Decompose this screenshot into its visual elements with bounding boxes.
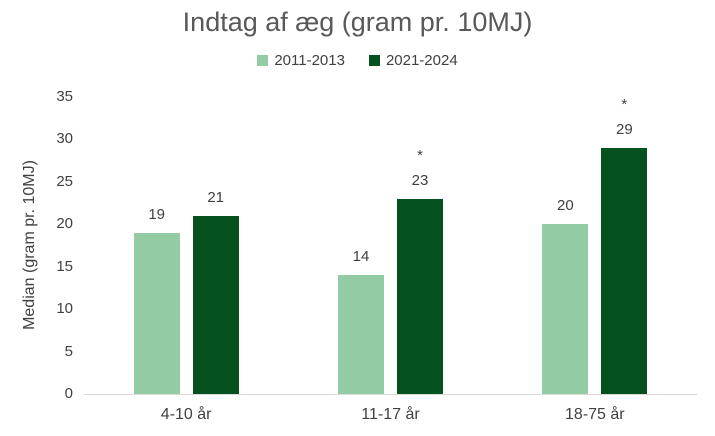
- chart-title: Indtag af æg (gram pr. 10MJ): [182, 7, 533, 37]
- bar-2011-2013-4-10-r: [133, 233, 180, 394]
- y-axis-tick-label: 15: [56, 257, 73, 275]
- legend-item-2011-2013: 2011-2013: [257, 52, 345, 69]
- legend-label: 2021-2024: [385, 52, 458, 69]
- x-axis-category-label: 18-75 år: [565, 406, 625, 423]
- y-axis-tick-label: 35: [56, 88, 73, 105]
- legend-item-2021-2024: 2021-2024: [368, 52, 458, 69]
- significance-asterisk: *: [621, 96, 628, 113]
- x-axis-category-label: 11-17 år: [361, 406, 420, 423]
- y-axis-tick-label: 10: [56, 300, 73, 318]
- y-axis-tick-label: 20: [56, 215, 73, 233]
- legend-swatch-2011-2013: [257, 55, 269, 66]
- significance-asterisk: *: [417, 147, 423, 164]
- bar-value-label: 20: [556, 197, 574, 214]
- legend-swatch-2021-2024: [368, 55, 380, 66]
- bar-value-label: 21: [207, 189, 224, 206]
- legend-label: 2011-2013: [274, 52, 345, 69]
- y-axis-tick-label: 25: [56, 172, 73, 190]
- bar-2011-2013-18-75-r: [542, 224, 589, 394]
- x-axis-line: [84, 394, 697, 395]
- y-axis-tick-label: 30: [56, 130, 73, 148]
- y-axis-tick-label: 0: [64, 385, 73, 402]
- bar-2021-2024-4-10-r: [192, 216, 239, 394]
- bar-value-label: 29: [615, 121, 633, 138]
- bar-2011-2013-11-17-r: [338, 275, 384, 394]
- bar-value-label: 14: [352, 248, 370, 265]
- y-axis-tick-label: 5: [64, 342, 73, 360]
- x-axis-category-label: 4-10 år: [160, 406, 212, 423]
- bar-value-label: 23: [411, 172, 429, 189]
- bar-value-label: 19: [148, 206, 165, 223]
- bar-2021-2024-18-75-r: [601, 148, 648, 394]
- bar-2021-2024-11-17-r: [397, 199, 443, 394]
- legend: 2011-2013 2021-2024: [0, 52, 715, 69]
